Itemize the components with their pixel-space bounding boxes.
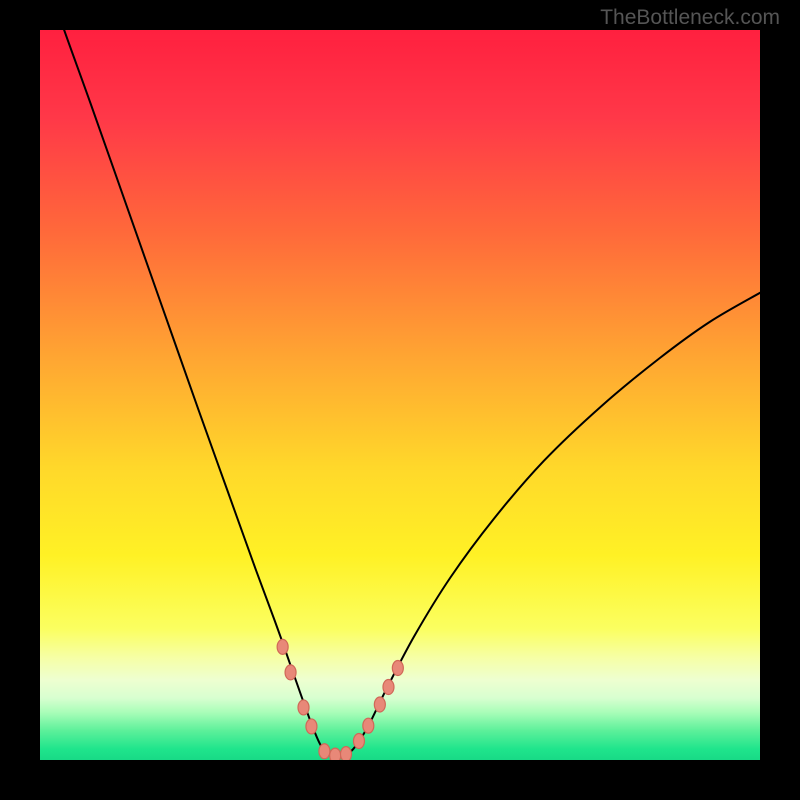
curve-marker [363, 718, 374, 733]
curve-marker [298, 700, 309, 715]
curve-marker [392, 661, 403, 676]
chart-svg [0, 0, 800, 800]
curve-marker [330, 748, 341, 763]
curve-marker [341, 747, 352, 762]
curve-marker [285, 665, 296, 680]
curve-marker [353, 734, 364, 749]
curve-marker [383, 680, 394, 695]
curve-marker [306, 719, 317, 734]
curve-marker [319, 744, 330, 759]
curve-marker [374, 697, 385, 712]
gradient-background [40, 30, 760, 760]
watermark-text: TheBottleneck.com [600, 6, 780, 30]
curve-marker [277, 639, 288, 654]
chart-stage: TheBottleneck.com [0, 0, 800, 800]
